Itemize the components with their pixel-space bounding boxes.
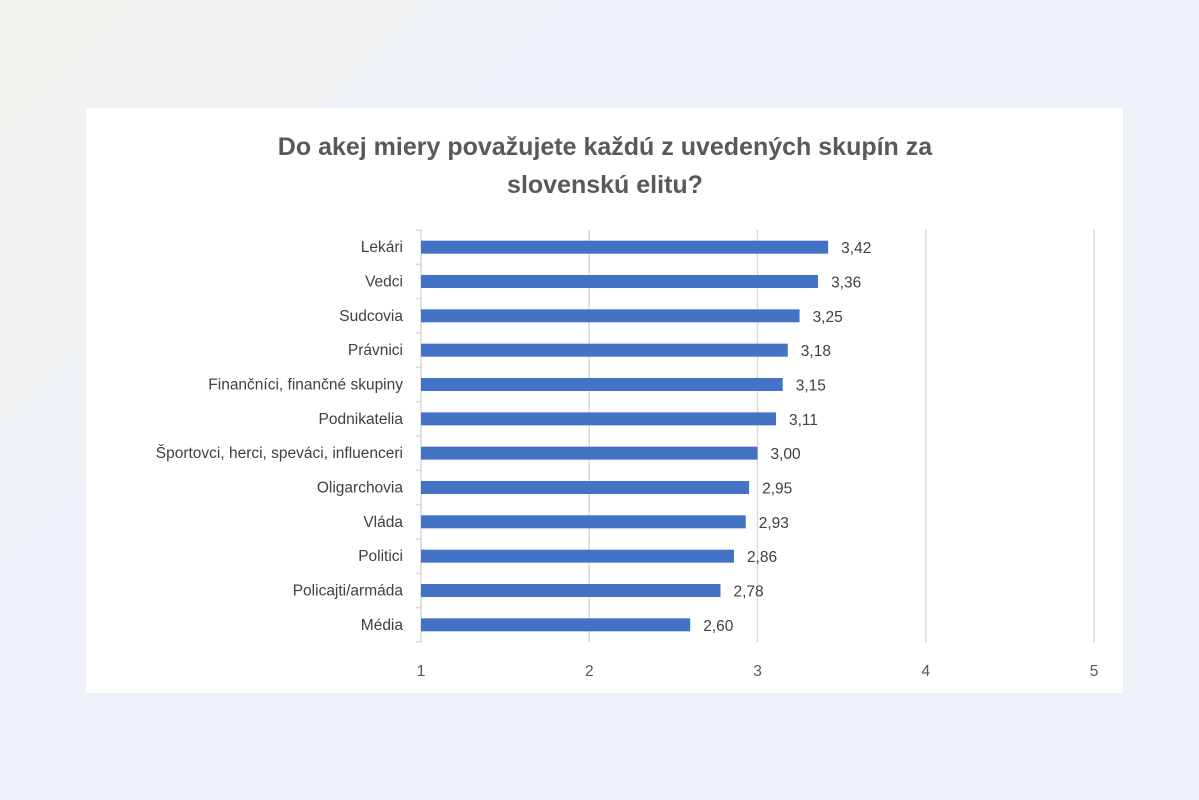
chart-title-line-1: Do akej miery považujete každú z uvedený… xyxy=(278,133,933,161)
category-label: Vedci xyxy=(365,274,403,291)
category-label: Oligarchovia xyxy=(317,480,404,497)
x-tick-label: 2 xyxy=(585,663,594,680)
category-label: Politici xyxy=(358,548,403,565)
data-label: 3,42 xyxy=(841,240,871,257)
category-label: Sudcovia xyxy=(339,308,403,325)
data-label: 3,11 xyxy=(789,412,818,429)
bar xyxy=(421,446,758,460)
data-label: 2,78 xyxy=(733,584,763,601)
bar xyxy=(421,412,777,426)
bar xyxy=(421,481,750,494)
bar xyxy=(421,240,829,254)
category-label: Vláda xyxy=(363,514,403,531)
data-label: 3,00 xyxy=(771,446,802,463)
category-label: Lekári xyxy=(361,239,403,256)
category-label: Média xyxy=(361,617,404,634)
bar xyxy=(421,549,734,563)
category-label: Právnici xyxy=(348,342,403,359)
category-label: Finančníci, finančné skupiny xyxy=(208,377,403,394)
x-tick-label: 5 xyxy=(1090,663,1099,680)
bar xyxy=(421,584,721,597)
bar xyxy=(421,378,783,391)
chart-title-line-2: slovenskú elitu? xyxy=(507,171,703,199)
data-label: 3,15 xyxy=(796,378,826,395)
data-label: 3,18 xyxy=(801,343,831,360)
bar xyxy=(421,515,746,529)
x-tick-label: 3 xyxy=(753,663,762,680)
data-label: 2,93 xyxy=(759,515,789,532)
category-label: Policajti/armáda xyxy=(293,583,404,600)
bar xyxy=(421,343,788,357)
bar xyxy=(421,309,800,323)
bar xyxy=(421,275,819,288)
data-label: 2,95 xyxy=(762,481,792,498)
data-label: 3,25 xyxy=(813,309,843,326)
data-label: 3,36 xyxy=(831,275,861,292)
category-label: Podnikatelia xyxy=(319,411,404,428)
data-label: 2,86 xyxy=(747,549,777,566)
category-label: Športovci, herci, speváci, influenceri xyxy=(156,445,403,462)
x-tick-label: 4 xyxy=(921,663,930,680)
x-tick-label: 1 xyxy=(417,663,426,680)
data-label: 2,60 xyxy=(703,618,734,635)
bar xyxy=(421,618,691,632)
